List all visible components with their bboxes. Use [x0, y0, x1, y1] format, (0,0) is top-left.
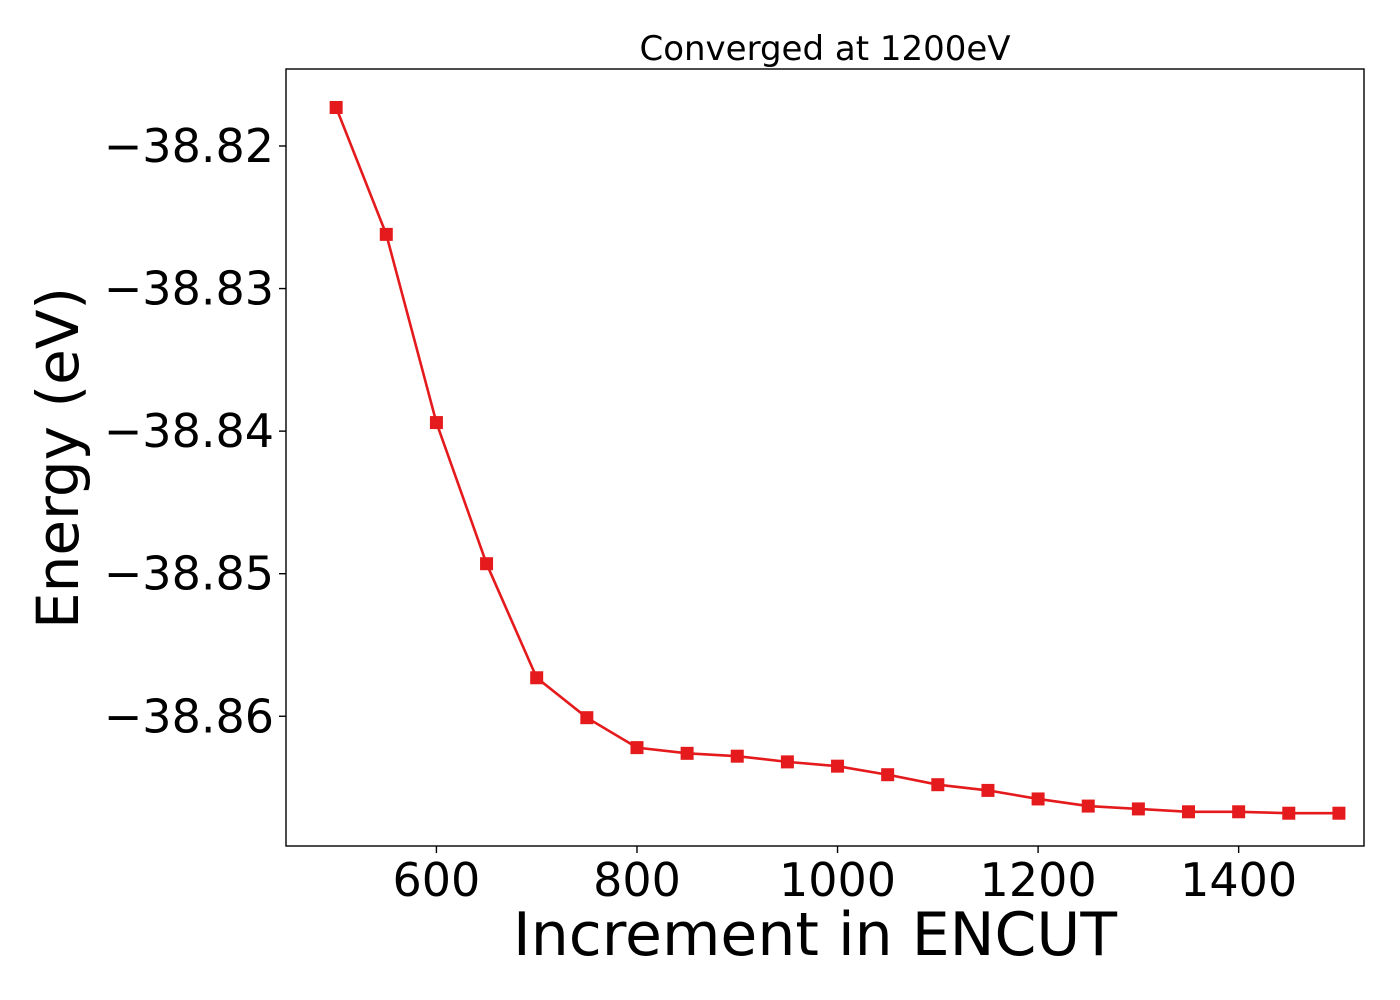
data-point-marker: [680, 746, 694, 760]
x-tick-label: 800: [593, 853, 681, 907]
data-point-marker: [730, 749, 744, 763]
data-point-marker: [630, 741, 644, 755]
x-tick-label: 1000: [779, 853, 896, 907]
data-point-marker: [480, 557, 494, 571]
data-point-marker: [1232, 805, 1246, 819]
data-point-marker: [429, 416, 443, 430]
data-point-marker: [580, 711, 594, 725]
y-tick-label: −38.82: [104, 119, 274, 173]
x-axis-label: Increment in ENCUT: [513, 900, 1117, 970]
data-point-marker: [1282, 806, 1296, 820]
x-tick-label: 1200: [980, 853, 1097, 907]
data-point-marker: [1332, 806, 1346, 820]
data-point-marker: [1182, 805, 1196, 819]
data-point-marker: [1081, 799, 1095, 813]
series-line: [334, 107, 1339, 815]
data-point-marker: [1131, 802, 1145, 816]
y-tick-label: −38.84: [104, 404, 274, 458]
x-tick-label: 600: [393, 853, 481, 907]
data-point-marker: [931, 778, 945, 792]
data-point-marker: [981, 783, 995, 797]
series-layer: [329, 100, 1346, 820]
y-tick-label: −38.83: [104, 262, 274, 316]
data-point-marker: [379, 227, 393, 241]
data-point-marker: [329, 100, 343, 114]
data-point-marker: [780, 755, 794, 769]
chart-title: Converged at 1200eV: [639, 29, 1010, 69]
data-point-marker: [530, 671, 544, 685]
data-point-marker: [831, 759, 845, 773]
data-point-marker: [881, 768, 895, 782]
x-axis-ticks: 600 800 1000 1200 1400: [393, 846, 1297, 907]
x-tick-label: 1400: [1180, 853, 1297, 907]
y-axis-ticks: −38.82 −38.83 −38.84 −38.85 −38.86: [104, 119, 286, 743]
plot-area-frame: [285, 68, 1365, 847]
data-point-marker: [1031, 792, 1045, 806]
y-tick-label: −38.85: [104, 547, 274, 601]
y-tick-label: −38.86: [104, 689, 274, 743]
y-axis-label: Energy (eV): [24, 287, 92, 629]
